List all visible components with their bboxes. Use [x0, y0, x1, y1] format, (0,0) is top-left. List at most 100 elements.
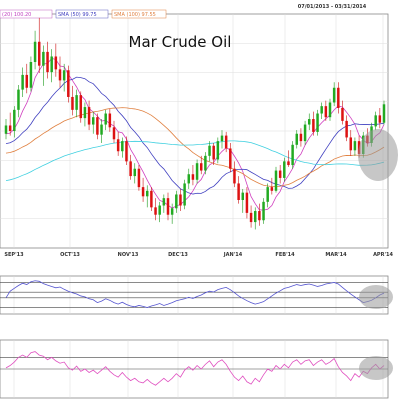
candle-body-59: [249, 212, 253, 223]
x-label-0: SEP'13: [4, 252, 24, 258]
candle-79: [332, 82, 336, 107]
candle-body-15: [67, 70, 70, 97]
legend-box-2: [55, 9, 109, 19]
candle-21: [91, 111, 95, 134]
candle-49: [208, 141, 211, 162]
candle-body-72: [303, 124, 307, 142]
candle-56: [237, 176, 240, 204]
candle-48: [204, 152, 207, 175]
candle-89: [374, 111, 377, 131]
candle-60: [253, 207, 257, 230]
legend: (20) 100.20 SMA (50) 99.75 SMA (100) 97.…: [0, 9, 167, 19]
candle-body-25: [108, 113, 112, 128]
candle-body-74: [312, 119, 315, 132]
candle-body-14: [62, 70, 66, 81]
candle-34: [145, 185, 149, 208]
legend-box-3: [111, 9, 167, 19]
candle-91: [382, 100, 386, 125]
candle-body-35: [150, 190, 153, 208]
candle-1: [8, 112, 12, 136]
candle-31: [133, 163, 137, 184]
candle-17: [75, 89, 78, 118]
candle-59: [249, 205, 253, 228]
candle-body-8: [37, 41, 41, 66]
candle-body-65: [274, 170, 278, 191]
candle-body-19: [83, 107, 87, 119]
candle-body-16: [71, 96, 74, 110]
x-label-6: MAR'14: [325, 252, 347, 258]
candle-20: [87, 100, 91, 131]
ma-line-100: [5, 107, 385, 187]
candle-84: [353, 137, 357, 156]
indicator-1-line: [5, 280, 385, 308]
candle-43: [183, 179, 186, 210]
main-highlight-ellipse: [358, 129, 398, 181]
candle-75: [316, 109, 319, 136]
candle-39: [166, 192, 170, 221]
candle-body-1: [8, 125, 12, 131]
candle-body-41: [175, 194, 178, 209]
candle-body-13: [58, 69, 62, 81]
candle-body-2: [13, 109, 16, 131]
candle-body-79: [332, 87, 336, 103]
candle-body-84: [353, 141, 357, 151]
candle-body-5: [25, 74, 29, 88]
candle-62: [262, 198, 265, 224]
date-range-label: 07/01/2013 - 03/31/2014: [298, 4, 367, 10]
candle-body-67: [283, 161, 286, 178]
candle-6: [29, 56, 33, 92]
candle-5: [25, 63, 29, 94]
candle-body-78: [328, 102, 332, 118]
candle-body-56: [237, 183, 240, 200]
candle-32: [137, 165, 141, 191]
candle-body-29: [125, 141, 128, 162]
candle-24: [104, 109, 107, 131]
candle-54: [229, 142, 232, 173]
candle-44: [187, 168, 191, 189]
candle-37: [158, 201, 161, 223]
candle-body-50: [212, 145, 215, 160]
candle-52: [220, 130, 224, 149]
candle-66: [278, 165, 282, 184]
candle-71: [299, 128, 303, 147]
legend-entry-1: (20) 100.20: [2, 12, 31, 18]
x-label-3: DEC'13: [168, 252, 188, 258]
candle-74: [312, 111, 315, 136]
candle-50: [212, 142, 215, 166]
candle-9: [42, 45, 45, 86]
candle-body-89: [374, 115, 377, 127]
candle-22: [96, 113, 99, 140]
candle-19: [83, 102, 87, 127]
candle-body-24: [104, 113, 107, 125]
indicator-1-frame: [0, 275, 389, 315]
candle-body-3: [17, 89, 20, 110]
candle-body-54: [229, 148, 232, 169]
candle-body-45: [191, 174, 195, 180]
candle-body-39: [166, 198, 170, 215]
candle-15: [67, 65, 70, 103]
candle-30: [129, 154, 132, 180]
candle-29: [125, 136, 128, 166]
x-label-2: NOV'13: [118, 252, 139, 258]
candle-28: [121, 137, 124, 158]
candle-42: [179, 188, 182, 212]
x-label-1: OCT'13: [60, 252, 80, 258]
candle-35: [150, 187, 153, 212]
candle-body-81: [341, 108, 344, 121]
candle-body-42: [179, 194, 182, 206]
candle-body-34: [145, 190, 149, 197]
candle-63: [266, 183, 269, 208]
candle-41: [175, 190, 178, 213]
candle-body-17: [75, 95, 78, 110]
candle-body-43: [183, 183, 186, 206]
candle-body-23: [100, 124, 103, 135]
x-label-4: JAN'14: [223, 252, 243, 258]
candle-64: [270, 177, 274, 195]
candle-body-76: [320, 106, 323, 114]
candle-76: [320, 102, 323, 120]
candle-18: [79, 91, 83, 123]
candle-14: [62, 63, 66, 92]
candle-body-22: [96, 117, 99, 135]
x-axis-labels: SEP'13 OCT'13 NOV'13 DEC'13 JAN'14 FEB'14 MAR'…: [4, 252, 393, 258]
